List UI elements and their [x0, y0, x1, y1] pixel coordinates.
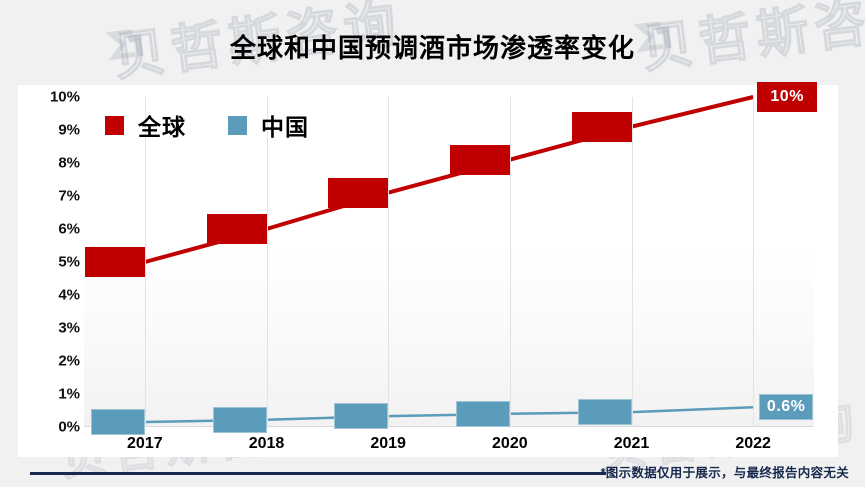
data-point-marker [328, 177, 389, 208]
x-axis-tick-label: 2020 [492, 435, 528, 452]
legend-item-china[interactable]: 中国 [228, 108, 309, 142]
axis-baseline [84, 426, 814, 427]
data-point-marker [206, 214, 267, 244]
chart-legend: 全球 中国 [105, 108, 309, 142]
data-point-marker [212, 406, 267, 433]
y-axis-tick-label: 2% [58, 352, 80, 370]
legend-swatch-icon [105, 115, 124, 135]
gridline-vertical [753, 97, 755, 427]
y-axis: 0% 1% 2% 3% 4% 5% 6% 7% 8% 9% 10% [18, 89, 80, 436]
gridline-vertical [509, 97, 511, 427]
y-axis-tick-label: 10% [49, 88, 80, 106]
data-point-marker [84, 247, 145, 277]
y-axis-tick-label: 5% [58, 253, 80, 271]
data-point-marker [449, 144, 510, 175]
gridline-vertical [266, 97, 268, 427]
x-axis-tick-label: 2018 [248, 435, 285, 452]
data-point-marker [334, 403, 389, 430]
footer-divider [30, 472, 606, 475]
data-point-marker [577, 399, 632, 426]
data-point-label: 0.6% [766, 398, 806, 416]
y-axis-tick-label: 3% [58, 319, 80, 337]
y-axis-tick-label: 1% [58, 385, 80, 403]
y-axis-tick-label: 9% [58, 121, 80, 139]
data-point-marker: 0.6% [759, 394, 814, 421]
y-axis-tick-label: 6% [58, 220, 80, 238]
x-axis: 2017 2018 2019 2020 2021 2022 [84, 433, 814, 457]
legend-label: 全球 [138, 114, 186, 140]
chart-title: 全球和中国预调酒市场渗透率变化 [229, 33, 635, 63]
gridline-vertical [144, 97, 146, 427]
footer-note: *图示数据仅用于展示，与最终报告内容无关 [600, 466, 849, 480]
legend-label: 中国 [261, 114, 309, 140]
x-axis-tick-label: 2019 [370, 435, 406, 452]
data-point-marker [455, 400, 510, 427]
gridline-vertical [388, 97, 390, 427]
x-axis-tick-label: 2017 [127, 435, 163, 452]
x-axis-tick-label: 2022 [735, 435, 771, 452]
data-point-label: 10% [770, 88, 804, 105]
y-axis-tick-label: 0% [58, 418, 80, 436]
y-axis-tick-label: 4% [58, 286, 80, 304]
plot-area: 10% 0.6% [84, 82, 818, 436]
data-point-marker [571, 111, 632, 142]
legend-item-global[interactable]: 全球 [105, 108, 186, 142]
data-point-marker [90, 409, 145, 436]
data-point-marker: 10% [757, 82, 818, 112]
x-axis-tick-label: 2021 [613, 435, 650, 452]
y-axis-tick-label: 7% [58, 187, 80, 205]
legend-swatch-icon [228, 115, 247, 135]
y-axis-tick-label: 8% [58, 154, 80, 172]
chart-card: 0% 1% 2% 3% 4% 5% 6% 7% 8% 9% 10% 10% 0.6% 2017 2018… [18, 82, 838, 457]
gridline-vertical [631, 97, 633, 427]
